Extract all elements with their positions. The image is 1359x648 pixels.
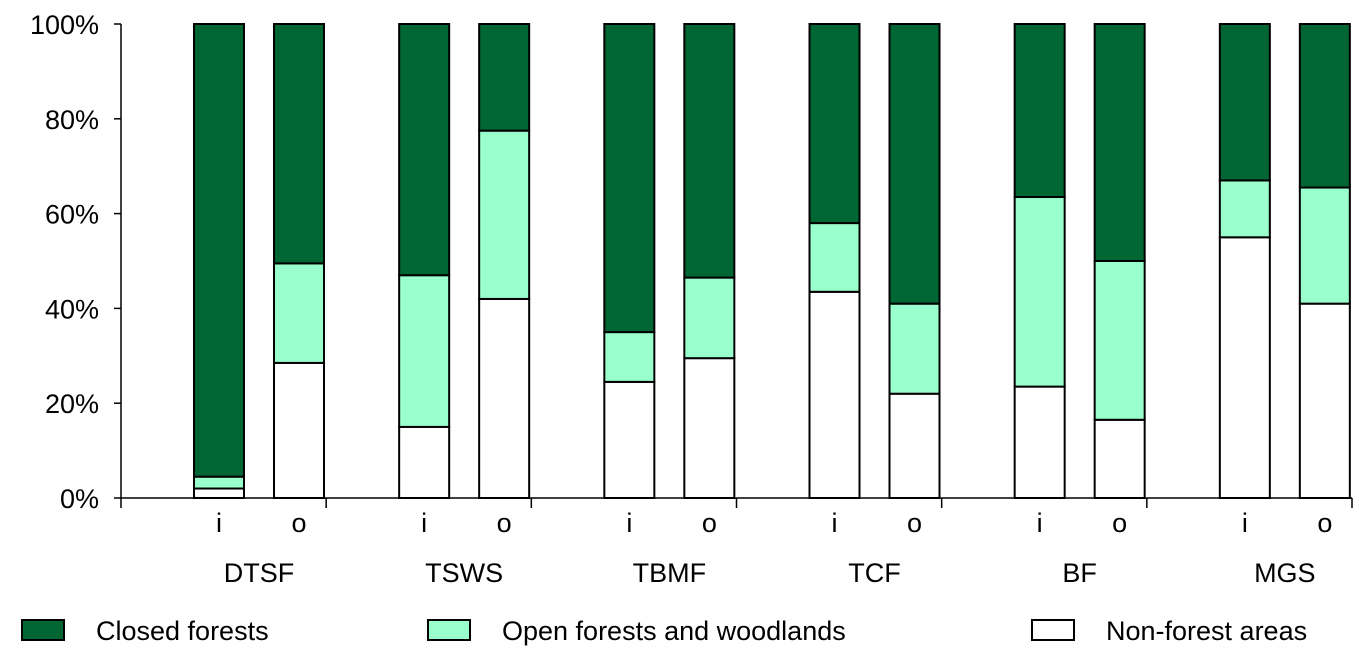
legend: Closed forests Open forests and woodlands… — [21, 616, 1307, 646]
bar-segment-tsws-i-non-forest-areas — [398, 425, 451, 499]
legend-label: Open forests and woodlands — [502, 616, 846, 646]
bar-segment-bf-o-non-forest-areas — [1093, 418, 1146, 500]
x-sub-category-label: i — [421, 508, 427, 538]
x-sub-category-label: i — [1242, 508, 1248, 538]
y-tick-label: 60% — [45, 200, 99, 230]
x-group-label: DTSF — [224, 558, 295, 588]
x-group-label: TCF — [848, 558, 900, 588]
bars-layer — [193, 23, 1351, 500]
bar-segment-tcf-i-open-forests-and-woodlands — [808, 222, 861, 293]
y-tick-label: 0% — [60, 484, 99, 514]
bar-segment-bf-i-open-forests-and-woodlands — [1013, 196, 1066, 388]
x-sub-category-label: o — [497, 508, 512, 538]
x-group-label: MGS — [1254, 558, 1316, 588]
axes-layer — [114, 23, 1353, 508]
bar-segment-tsws-i-open-forests-and-woodlands — [398, 274, 451, 428]
x-sub-category-label: o — [702, 508, 717, 538]
bar-segment-mgs-o-non-forest-areas — [1298, 302, 1351, 499]
bar-segment-mgs-i-non-forest-areas — [1218, 236, 1271, 500]
bar-segment-dtsf-i-closed-forests — [193, 23, 245, 478]
x-sub-category-label: o — [291, 508, 306, 538]
legend-swatch — [1031, 619, 1075, 641]
legend-label: Non-forest areas — [1106, 616, 1307, 646]
bar-segment-tsws-o-closed-forests — [478, 23, 531, 132]
bar-segment-tcf-i-non-forest-areas — [808, 290, 861, 499]
bar-segment-bf-i-non-forest-areas — [1013, 385, 1066, 499]
bar-segment-tbmf-i-open-forests-and-woodlands — [603, 331, 656, 383]
x-sub-category-label: o — [1317, 508, 1332, 538]
bar-segment-dtsf-o-open-forests-and-woodlands — [273, 262, 325, 364]
bar-segment-dtsf-i-non-forest-areas — [193, 487, 245, 499]
bar-segment-bf-i-closed-forests — [1013, 23, 1066, 199]
bar-segment-tbmf-i-non-forest-areas — [603, 380, 656, 499]
bar-segment-tsws-i-closed-forests — [398, 23, 451, 277]
bar-segment-mgs-o-closed-forests — [1298, 23, 1351, 189]
y-tick-label: 100% — [30, 10, 99, 40]
bar-segment-dtsf-o-non-forest-areas — [273, 361, 325, 499]
legend-label: Closed forests — [96, 616, 269, 646]
legend-swatch — [21, 619, 65, 641]
bar-segment-mgs-i-closed-forests — [1218, 23, 1271, 182]
y-tick-label: 20% — [45, 389, 99, 419]
bar-segment-tcf-i-closed-forests — [808, 23, 861, 225]
bar-segment-tcf-o-non-forest-areas — [888, 392, 941, 499]
y-tick-label: 80% — [45, 105, 99, 135]
bar-segment-tbmf-o-closed-forests — [683, 23, 736, 279]
bar-segment-dtsf-i-open-forests-and-woodlands — [193, 475, 245, 490]
bar-segment-tsws-o-open-forests-and-woodlands — [478, 129, 531, 300]
bar-segment-dtsf-o-closed-forests — [273, 23, 325, 265]
x-sub-category-label: i — [216, 508, 222, 538]
x-sub-category-label: i — [626, 508, 632, 538]
x-sub-category-label: o — [1112, 508, 1127, 538]
x-sub-category-label: i — [832, 508, 838, 538]
bar-segment-tcf-o-open-forests-and-woodlands — [888, 302, 941, 395]
x-sub-category-label: o — [907, 508, 922, 538]
bar-segment-tsws-o-non-forest-areas — [478, 297, 531, 500]
bar-segment-tcf-o-closed-forests — [888, 23, 941, 305]
bar-segment-bf-o-closed-forests — [1093, 23, 1146, 262]
y-tick-label: 40% — [45, 294, 99, 324]
bar-segment-mgs-i-open-forests-and-woodlands — [1218, 179, 1271, 239]
x-sub-category-label: i — [1037, 508, 1043, 538]
bar-segment-mgs-o-open-forests-and-woodlands — [1298, 186, 1351, 305]
bar-segment-bf-o-open-forests-and-woodlands — [1093, 260, 1146, 421]
bar-segment-tbmf-o-non-forest-areas — [683, 357, 736, 500]
x-group-label: TSWS — [425, 558, 503, 588]
x-group-label: BF — [1062, 558, 1097, 588]
bar-segment-tbmf-o-open-forests-and-woodlands — [683, 276, 736, 360]
x-group-label: TBMF — [633, 558, 707, 588]
legend-swatch — [427, 619, 471, 641]
bar-segment-tbmf-i-closed-forests — [603, 23, 656, 334]
